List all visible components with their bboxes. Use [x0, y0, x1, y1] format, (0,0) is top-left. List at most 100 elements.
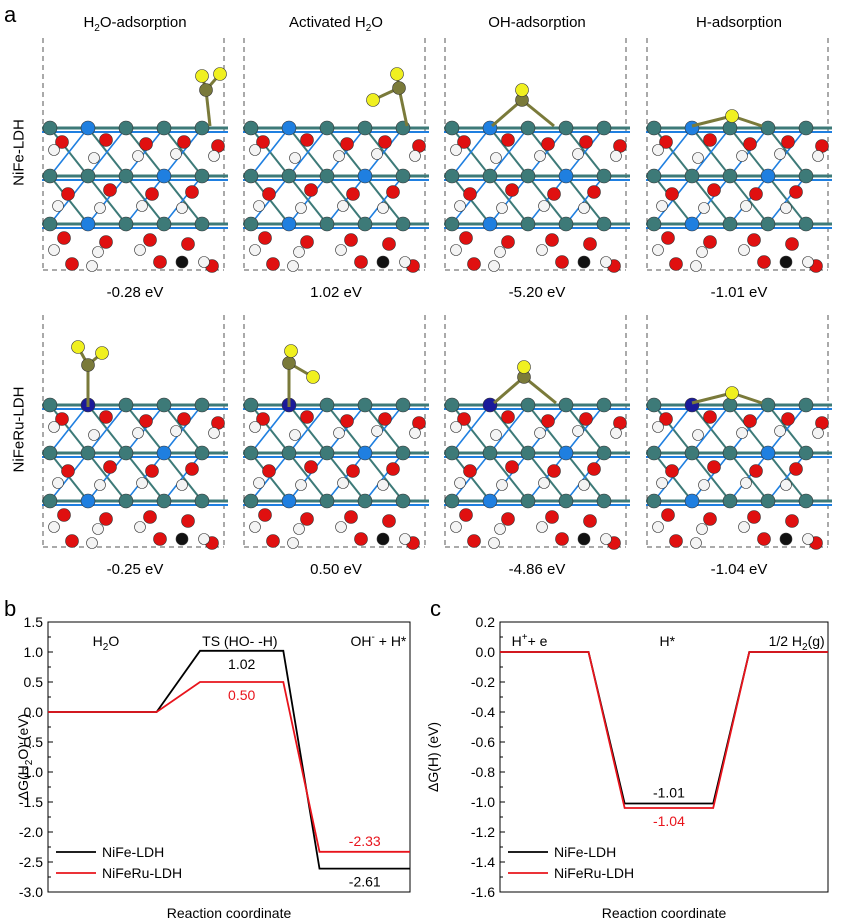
lattice-bond: [767, 175, 807, 225]
adsorbate-atom: [517, 360, 531, 374]
oxygen-atom: [256, 412, 270, 426]
chart-c: 0.2 0.0 -0.2 -0.4 -0.6 -0.8 -1.0 -1.2 -1.4 -1.6 Re…: [425, 614, 829, 921]
oxygen-atom: [300, 512, 314, 526]
row-label: NiFeRu-LDH: [10, 386, 28, 473]
oxygen-atom: [258, 508, 272, 522]
hydrogen-atom: [698, 202, 710, 214]
state-label: H*: [659, 633, 675, 649]
oxygen-atom: [659, 135, 673, 149]
adsorption-energy: -0.28 eV: [106, 284, 164, 301]
oxygen-atom: [743, 137, 757, 151]
carbon-atom: [577, 255, 591, 269]
oxygen-atom: [707, 460, 721, 474]
lattice-bond: [489, 452, 529, 502]
lattice-bond: [125, 452, 165, 502]
chart-b: 1.5 1.0 0.5 0.0 -0.5 -1.0 -1.5 -2.0 -2.5 -3.0 Reac…: [15, 614, 411, 921]
hydrogen-atom: [696, 523, 708, 535]
panel-a-letter: a: [4, 2, 17, 27]
metal-atom: [319, 120, 335, 136]
lattice-bond: [163, 452, 203, 502]
metal-atom: [482, 168, 498, 184]
carbon-atom: [175, 255, 189, 269]
metal-atom: [80, 445, 96, 461]
hydrogen-atom: [287, 537, 299, 549]
hydrogen-atom: [780, 202, 792, 214]
metal-atom: [444, 120, 460, 136]
adsorption-energy: -0.25 eV: [106, 561, 164, 578]
metal-atom: [444, 493, 460, 509]
metal-atom: [357, 216, 373, 232]
oxygen-atom: [587, 462, 601, 476]
hydrogen-atom: [48, 244, 60, 256]
metal-atom: [42, 493, 58, 509]
hydrogen-atom: [333, 150, 345, 162]
oxygen-atom: [266, 257, 280, 271]
oxygen-atom: [99, 133, 113, 147]
oxygen-atom: [185, 185, 199, 199]
hydrogen-atom: [578, 202, 590, 214]
hydrogen-atom: [293, 523, 305, 535]
metal-atom: [118, 168, 134, 184]
oxygen-atom: [57, 231, 71, 245]
hydrogen-atom: [736, 427, 748, 439]
oxygen-atom: [139, 414, 153, 428]
oxygen-atom: [541, 137, 555, 151]
oxygen-atom: [103, 460, 117, 474]
metal-atom: [558, 216, 574, 232]
hydrogen-atom: [774, 148, 786, 160]
state-label: TS (HO- -H): [202, 633, 277, 649]
carbon-atom: [577, 532, 591, 546]
metal-atom: [281, 120, 297, 136]
oxygen-atom: [354, 532, 368, 546]
metal-atom: [80, 493, 96, 509]
hydrogen-atom: [490, 429, 502, 441]
hydrogen-atom: [134, 244, 146, 256]
metal-atom: [281, 216, 297, 232]
lattice-bond: [527, 404, 567, 454]
oxygen-atom: [266, 534, 280, 548]
oxygen-atom: [459, 508, 473, 522]
hydrogen-atom: [337, 200, 349, 212]
y-tick-label: -0.4: [471, 704, 495, 720]
hydrogen-atom: [377, 202, 389, 214]
adsorbate-bond: [523, 375, 557, 405]
metal-atom: [243, 168, 259, 184]
hydrogen-atom: [253, 477, 265, 489]
lattice-bond: [87, 175, 127, 225]
lattice-bond: [288, 404, 328, 454]
oxygen-atom: [583, 237, 597, 251]
oxygen-atom: [545, 233, 559, 247]
metal-atom: [395, 168, 411, 184]
x-axis-label: Reaction coordinate: [602, 905, 727, 921]
structure-model: [243, 38, 429, 273]
lattice-bond: [326, 452, 366, 502]
oxygen-atom: [703, 512, 717, 526]
oxygen-atom: [749, 464, 763, 478]
metal-atom: [520, 445, 536, 461]
oxygen-atom: [665, 464, 679, 478]
hydrogen-atom: [176, 479, 188, 491]
metal-atom: [760, 493, 776, 509]
hydrogen-atom: [572, 425, 584, 437]
metal-atom: [156, 168, 172, 184]
hydrogen-atom: [249, 421, 261, 433]
adsorbate-atom: [213, 67, 227, 81]
metal-atom: [281, 445, 297, 461]
y-tick-label: 0.0: [476, 644, 496, 660]
oxygen-atom: [541, 414, 555, 428]
metal-atom: [243, 397, 259, 413]
oxygen-atom: [65, 257, 79, 271]
adsorption-energy: -1.01 eV: [710, 284, 768, 301]
structure-model: [646, 38, 832, 273]
hydrogen-atom: [170, 148, 182, 160]
oxygen-atom: [153, 532, 167, 546]
data-label: -2.61: [349, 874, 381, 890]
hydrogen-atom: [88, 429, 100, 441]
hydrogen-atom: [170, 425, 182, 437]
oxygen-atom: [505, 460, 519, 474]
carbon-atom: [779, 255, 793, 269]
metal-atom: [760, 397, 776, 413]
oxygen-atom: [57, 508, 71, 522]
metal-atom: [684, 397, 700, 413]
adsorbate-atom: [390, 67, 404, 81]
